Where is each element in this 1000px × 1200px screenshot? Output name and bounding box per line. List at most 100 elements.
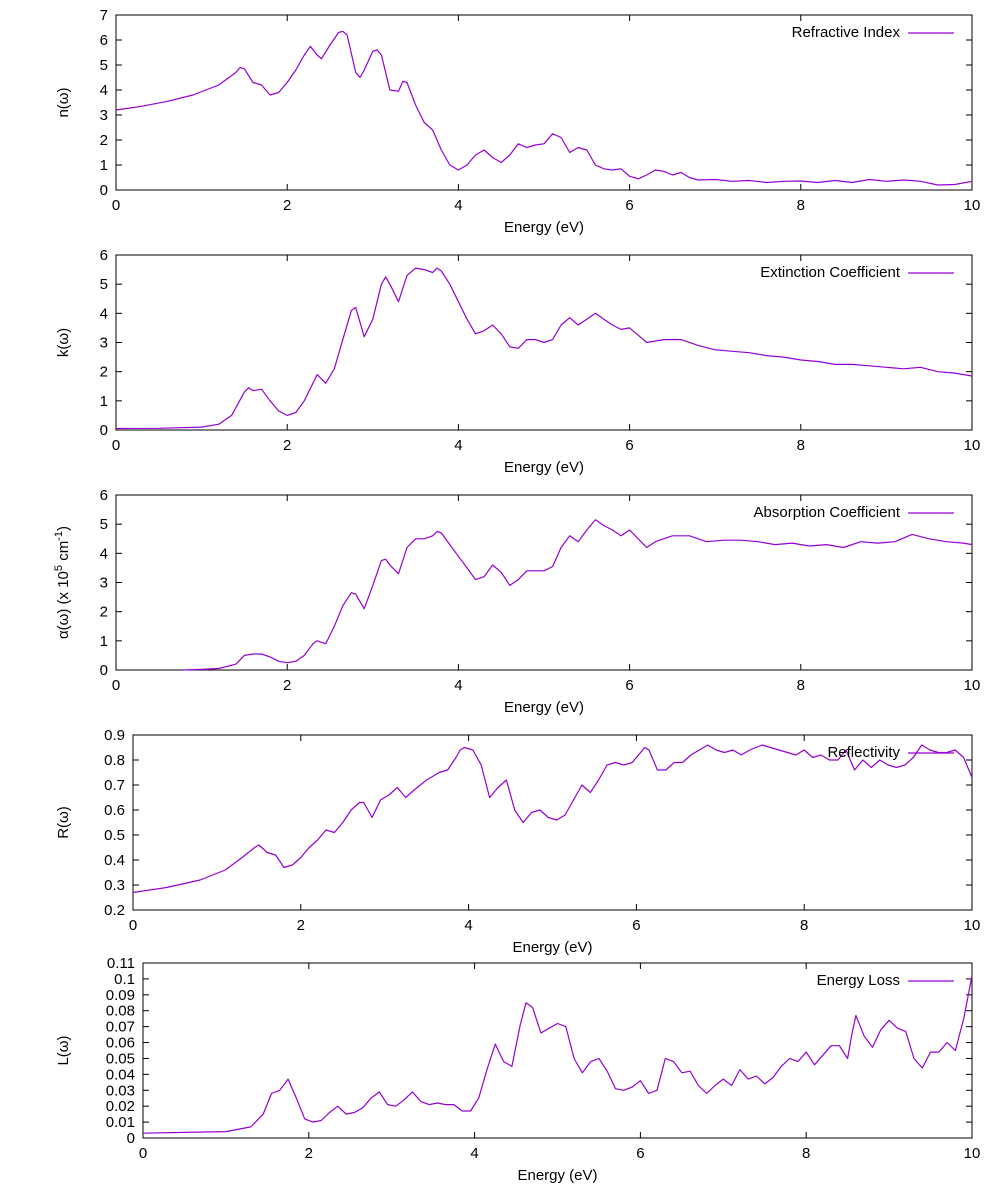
y-tick-label: 4: [100, 305, 108, 322]
y-axis-label: L(ω): [55, 1035, 72, 1065]
x-tick-label: 4: [464, 917, 472, 934]
x-tick-label: 8: [797, 437, 805, 454]
x-tick-label: 8: [802, 1145, 810, 1162]
legend-label: Absorption Coefficient: [754, 504, 901, 521]
y-tick-label: 6: [100, 32, 108, 49]
y-tick-label: 0.7: [104, 777, 125, 794]
y-tick-label: 1: [100, 393, 108, 410]
series-line-energy-loss: [142, 975, 973, 1134]
x-tick-label: 8: [797, 677, 805, 694]
x-axis-label: Energy (eV): [504, 459, 584, 476]
y-axis-label: n(ω): [55, 87, 72, 117]
y-tick-label: 0: [127, 1130, 135, 1147]
x-tick-label: 10: [964, 197, 981, 214]
y-tick-label: 0.02: [106, 1098, 135, 1115]
y-tick-label: 0.9: [104, 727, 125, 744]
y-tick-label: 5: [100, 276, 108, 293]
y-label-exponent-2: -1: [53, 531, 65, 541]
tick-marks: [115, 14, 973, 191]
y-tick-label: 4: [100, 82, 108, 99]
y-tick-label: 0.06: [106, 1035, 135, 1052]
y-tick-label: 0.09: [106, 987, 135, 1004]
x-tick-label: 2: [305, 1145, 313, 1162]
series-line-extinction-coefficient: [115, 267, 973, 430]
y-tick-labels: 0.2 0.3 0.4 0.5 0.6 0.7 0.8 0.9: [104, 727, 125, 919]
x-axis-label: Energy (eV): [512, 939, 592, 956]
legend-label: Energy Loss: [817, 972, 900, 989]
x-axis-label: Energy (eV): [517, 1167, 597, 1184]
y-tick-label: 0.5: [104, 827, 125, 844]
x-tick-label: 0: [112, 437, 120, 454]
x-tick-label: 10: [964, 917, 981, 934]
y-tick-label: 0.11: [107, 955, 135, 972]
x-tick-label: 6: [625, 197, 633, 214]
y-axis-label: α(ω) (x 105 cm-1): [53, 526, 72, 639]
y-tick-label: 4: [100, 545, 108, 562]
tick-marks: [142, 962, 973, 1139]
x-axis-label: Energy (eV): [504, 699, 584, 716]
y-tick-label: 2: [100, 604, 108, 621]
x-tick-label: 2: [297, 917, 305, 934]
y-tick-label: 3: [100, 335, 108, 352]
plot-frame: [115, 14, 973, 191]
x-tick-label: 8: [797, 197, 805, 214]
y-tick-label: 0.6: [104, 802, 125, 819]
panel-reflectivity: 0.2 0.3 0.4 0.5 0.6 0.7 0.8 0.9 0 2 4 6 8 10 Reflect…: [55, 727, 980, 956]
panel-energy-loss: 00.010.020.030.040.050.060.070.080.090.1…: [55, 955, 980, 1184]
y-tick-labels: 0 1 2 3 4 5 6: [100, 247, 108, 439]
y-tick-label: 0.8: [104, 752, 125, 769]
legend-label: Refractive Index: [792, 24, 901, 41]
y-tick-label: 0.08: [106, 1003, 135, 1020]
y-tick-label: 6: [100, 487, 108, 504]
y-tick-labels: 0 1 2 3 4 5 6 7: [100, 7, 108, 199]
y-tick-label: 0.07: [106, 1019, 135, 1036]
y-tick-label: 0: [100, 662, 108, 679]
x-tick-label: 6: [636, 1145, 644, 1162]
tick-marks: [132, 734, 973, 911]
plot-frame: [142, 962, 973, 1139]
x-tick-label: 6: [625, 677, 633, 694]
x-tick-label: 4: [454, 677, 462, 694]
x-tick-label: 0: [112, 677, 120, 694]
y-tick-label: 0: [100, 182, 108, 199]
x-tick-label: 0: [139, 1145, 147, 1162]
y-tick-label: 3: [100, 107, 108, 124]
panel-extinction-coefficient: 0 1 2 3 4 5 6 0 2 4 6 8 10 Extinction Coefficient E…: [55, 247, 980, 476]
y-label-exponent-1: 5: [53, 565, 65, 571]
x-tick-labels: 0 2 4 6 8 10: [112, 437, 981, 454]
panel-absorption-coefficient: 0 1 2 3 4 5 6 0 2 4 6 8 10 Absorption Coefficient E…: [53, 487, 980, 716]
series-line-refractive-index: [115, 30, 973, 186]
x-tick-label: 2: [283, 677, 291, 694]
y-tick-label: 5: [100, 57, 108, 74]
x-tick-label: 2: [283, 437, 291, 454]
x-tick-labels: 0 2 4 6 8 10: [139, 1145, 981, 1162]
x-tick-labels: 0 2 4 6 8 10: [129, 917, 981, 934]
plot-frame: [132, 734, 973, 911]
y-tick-label: 3: [100, 575, 108, 592]
x-tick-label: 10: [964, 1145, 981, 1162]
tick-marks: [115, 254, 973, 431]
y-tick-label: 0.01: [106, 1114, 135, 1131]
x-tick-label: 4: [454, 197, 462, 214]
tick-marks: [115, 494, 973, 671]
y-tick-label: 0.1: [114, 971, 135, 988]
y-label-unit: cm: [55, 541, 72, 565]
y-tick-label: 0.04: [106, 1066, 135, 1083]
y-tick-label: 0.2: [104, 902, 125, 919]
y-label-close: ): [55, 526, 72, 531]
y-tick-label: 6: [100, 247, 108, 264]
panel-refractive-index: 0 1 2 3 4 5 6 7 0 2 4 6 8 10 Refractive Index Energy…: [55, 7, 980, 236]
x-tick-label: 8: [800, 917, 808, 934]
y-tick-label: 2: [100, 132, 108, 149]
x-tick-label: 4: [454, 437, 462, 454]
x-tick-label: 6: [632, 917, 640, 934]
y-tick-label: 1: [100, 157, 108, 174]
series-line-absorption-coefficient: [182, 519, 973, 671]
x-tick-label: 4: [470, 1145, 478, 1162]
y-tick-label: 7: [100, 7, 108, 24]
series-line-reflectivity: [132, 744, 973, 894]
x-tick-label: 0: [129, 917, 137, 934]
plot-frame: [115, 494, 973, 671]
y-tick-label: 0.05: [106, 1050, 135, 1067]
